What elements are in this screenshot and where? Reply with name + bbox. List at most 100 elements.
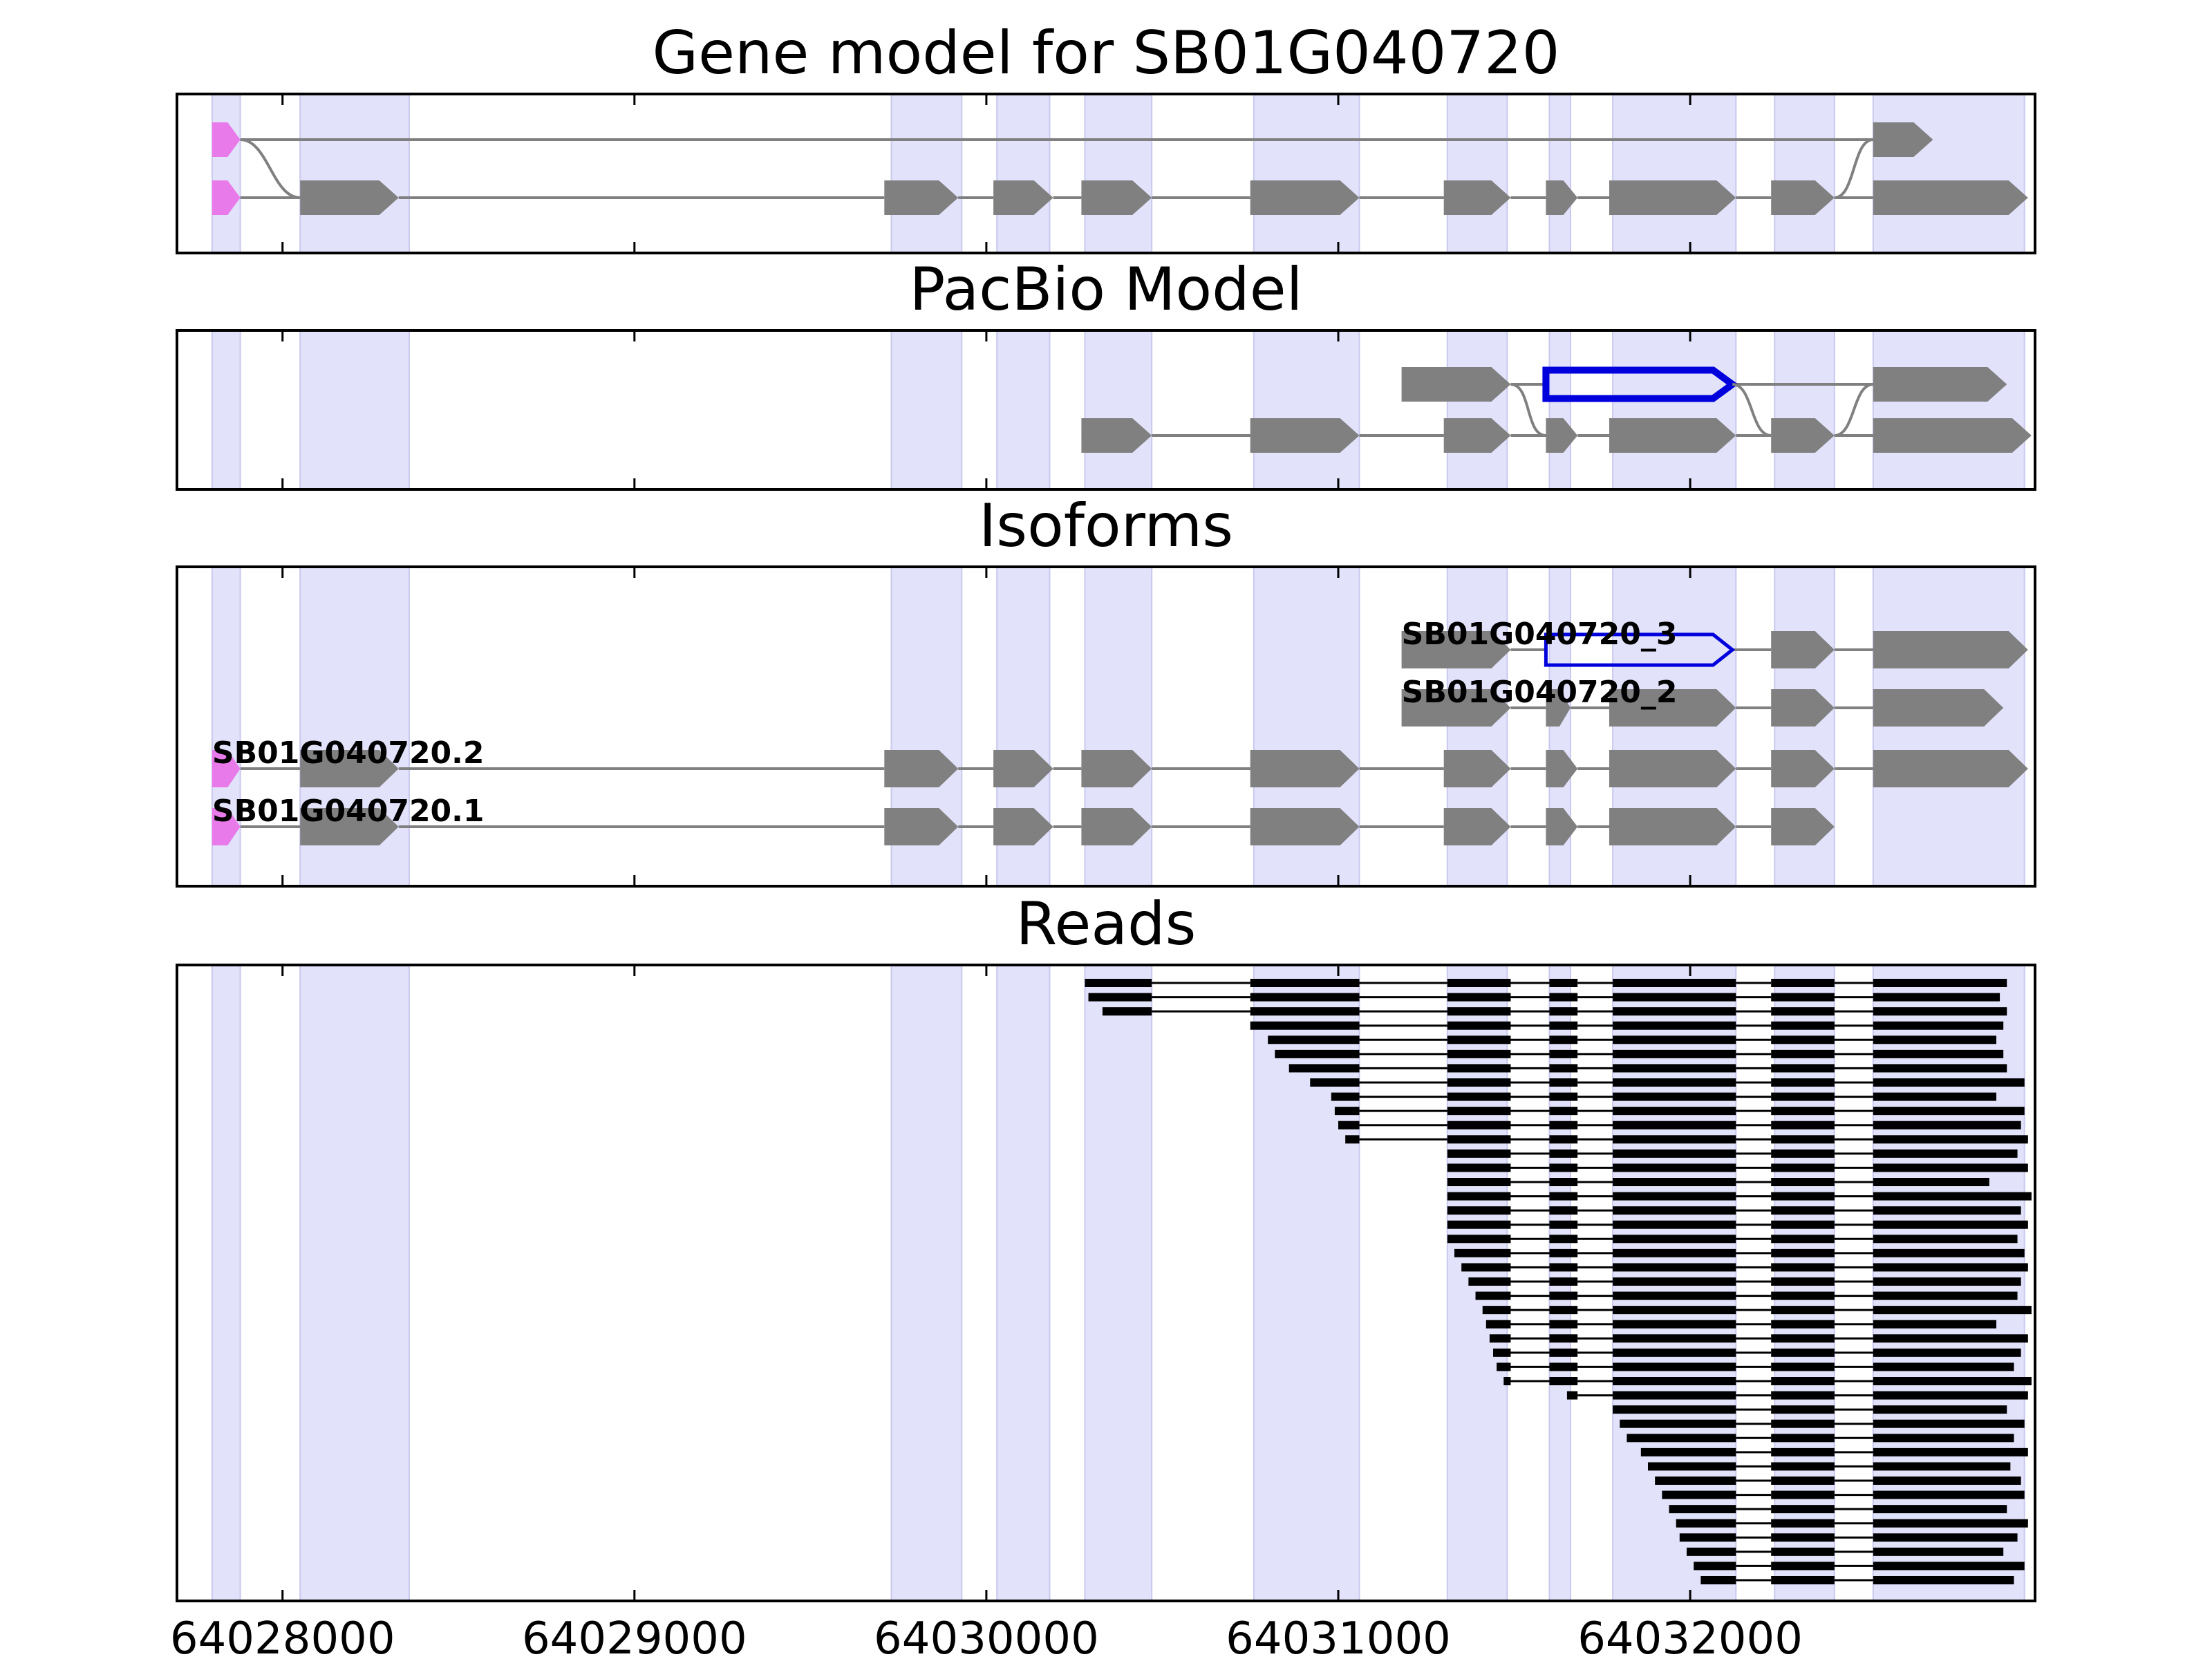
read-block (1345, 1135, 1360, 1144)
isoform-label: SB01G040720.2 (212, 735, 485, 771)
read-block (1771, 1362, 1835, 1371)
exon-feature (1081, 418, 1152, 453)
read-block (1549, 1064, 1578, 1073)
read-block (1549, 1306, 1578, 1315)
read-block (1549, 1149, 1578, 1158)
exon-feature (1443, 808, 1511, 845)
read-block (1275, 1049, 1360, 1058)
panel-frame (176, 964, 2036, 1602)
exon-region-shade (1253, 964, 1360, 1602)
read-block (1549, 1291, 1578, 1300)
highlighted-exon (1542, 366, 1738, 402)
splice-connector (1834, 138, 1874, 199)
read-block (1771, 1277, 1835, 1286)
read-block (1549, 1248, 1578, 1257)
read-block (1447, 1220, 1511, 1229)
read-block (1493, 1348, 1511, 1357)
panel-background (211, 964, 2025, 1602)
read-block (1549, 1348, 1578, 1357)
panel-title-reads: Reads (1016, 890, 1197, 959)
read-block (1771, 1235, 1835, 1244)
read-block (1338, 1121, 1360, 1130)
read-block (1447, 1206, 1511, 1215)
utr-feature (212, 180, 241, 215)
read-block (1549, 1235, 1578, 1244)
exon-feature (1771, 750, 1835, 787)
exon-feature (993, 808, 1053, 845)
read-block (1549, 1334, 1578, 1343)
read-block (1447, 1021, 1511, 1030)
read-block (1700, 1576, 1736, 1584)
exon-region-shade (299, 330, 410, 490)
exon-region-shade (1253, 330, 1360, 490)
read-block (1873, 1405, 2007, 1414)
read-block (1447, 1007, 1511, 1016)
read-block (1873, 1192, 2032, 1201)
read-block (1288, 1064, 1360, 1073)
read-block (1613, 1248, 1736, 1257)
read-block (1613, 1391, 1736, 1400)
exon-feature (1250, 418, 1360, 453)
read-block (1873, 1490, 2025, 1499)
read-block (1613, 1192, 1736, 1201)
exon-feature (1401, 689, 1511, 727)
read-block (1447, 1035, 1511, 1044)
exon-feature (1250, 180, 1360, 215)
panel-frame (176, 93, 2036, 254)
read-block (1088, 993, 1152, 1002)
read-block (1549, 1107, 1578, 1116)
read-block (1771, 1447, 1835, 1456)
exon-region-shade (1872, 330, 2025, 490)
read-block (1549, 1092, 1578, 1101)
read-block (1669, 1505, 1736, 1514)
read-block (1873, 1306, 2032, 1315)
panel-background (211, 330, 2025, 490)
read-block (1549, 1078, 1578, 1087)
isoforms-panel: Isoforms SB01G040720_3SB01G040720_2SB01G… (176, 491, 2036, 888)
read-block (1250, 993, 1360, 1002)
read-block (1549, 993, 1578, 1002)
reads-panel: Reads (176, 890, 2036, 1602)
read-block (1873, 1477, 2021, 1485)
read-block (1549, 1206, 1578, 1215)
exon-region-shade (890, 964, 963, 1602)
exon-feature (1873, 750, 2028, 787)
read-block (1447, 1235, 1511, 1244)
exon-feature (1546, 180, 1578, 215)
read-block (1873, 1447, 2028, 1456)
read-block (1771, 1049, 1835, 1058)
read-block (1468, 1277, 1511, 1286)
read-block (1613, 1163, 1736, 1172)
x-tick-label: 64029000 (522, 1613, 747, 1659)
read-block (1873, 1206, 2021, 1215)
exon-region-shade (1872, 93, 2025, 254)
read-block (1771, 1107, 1835, 1116)
splice-connector (1834, 383, 1874, 437)
read-block (1873, 1263, 2028, 1272)
exon-feature (1250, 750, 1360, 787)
read-block (1873, 1377, 2032, 1385)
read-block (1613, 1092, 1736, 1101)
read-block (1873, 979, 2007, 987)
read-block (1771, 1419, 1835, 1428)
read-block (1613, 1291, 1736, 1300)
read-block (1549, 1178, 1578, 1186)
read-block (1873, 1107, 2025, 1116)
exon-feature (1546, 418, 1578, 453)
exon-feature (1401, 631, 1511, 668)
read-block (1873, 1220, 2028, 1229)
read-block (1873, 1135, 2028, 1144)
read-block (1771, 1263, 1835, 1272)
read-block (1873, 1248, 2025, 1257)
exon-region-shade (211, 93, 241, 254)
exon-feature (884, 808, 959, 845)
read-block (1613, 1405, 1736, 1414)
read-block (1873, 1035, 1996, 1044)
read-block (1447, 979, 1511, 987)
x-tick-label: 64031000 (1226, 1613, 1451, 1659)
read-block (1549, 1362, 1578, 1371)
read-block (1250, 1007, 1360, 1016)
read-block (1873, 1277, 2021, 1286)
read-block (1771, 1348, 1835, 1357)
read-block (1331, 1092, 1360, 1101)
